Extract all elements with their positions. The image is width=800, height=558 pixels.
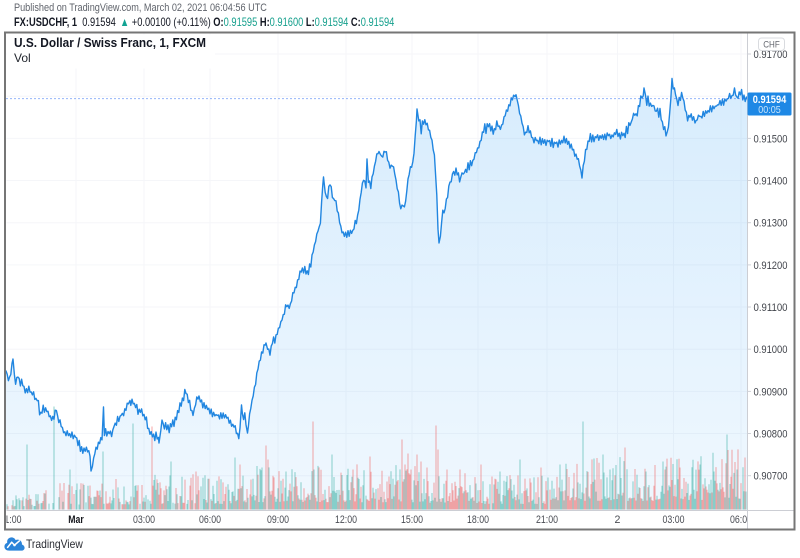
svg-text:0.91594: 0.91594 bbox=[753, 94, 787, 106]
svg-text:2: 2 bbox=[615, 514, 621, 526]
svg-text:12:00: 12:00 bbox=[335, 514, 357, 526]
svg-text:Vol: Vol bbox=[14, 51, 31, 65]
svg-text:0.90800: 0.90800 bbox=[754, 428, 788, 440]
svg-text:18:00: 18:00 bbox=[467, 514, 489, 526]
svg-text:0.91100: 0.91100 bbox=[754, 302, 788, 314]
svg-text:0.91400: 0.91400 bbox=[754, 175, 788, 187]
svg-text:06:00: 06:00 bbox=[730, 514, 752, 526]
svg-text:CHF: CHF bbox=[763, 40, 780, 51]
svg-text:03:00: 03:00 bbox=[663, 514, 685, 526]
svg-text:21:00: 21:00 bbox=[536, 514, 558, 526]
svg-text:0.91300: 0.91300 bbox=[754, 218, 788, 230]
svg-text:09:00: 09:00 bbox=[267, 514, 289, 526]
svg-text:06:00: 06:00 bbox=[199, 514, 221, 526]
svg-text:15:00: 15:00 bbox=[401, 514, 423, 526]
svg-text:0.91700: 0.91700 bbox=[754, 49, 788, 61]
svg-text:0.91200: 0.91200 bbox=[754, 260, 788, 272]
svg-text:0.90900: 0.90900 bbox=[754, 386, 788, 398]
svg-text:03:00: 03:00 bbox=[133, 514, 155, 526]
svg-text:21:00: 21:00 bbox=[0, 514, 22, 526]
svg-text:00:05: 00:05 bbox=[758, 104, 781, 116]
svg-text:0.91000: 0.91000 bbox=[754, 344, 788, 356]
svg-text:0.90700: 0.90700 bbox=[754, 471, 788, 483]
svg-text:Mar: Mar bbox=[68, 514, 84, 526]
svg-text:U.S. Dollar / Swiss Franc, 1,: U.S. Dollar / Swiss Franc, 1, FXCM bbox=[14, 36, 206, 50]
svg-text:0.91500: 0.91500 bbox=[754, 133, 788, 145]
